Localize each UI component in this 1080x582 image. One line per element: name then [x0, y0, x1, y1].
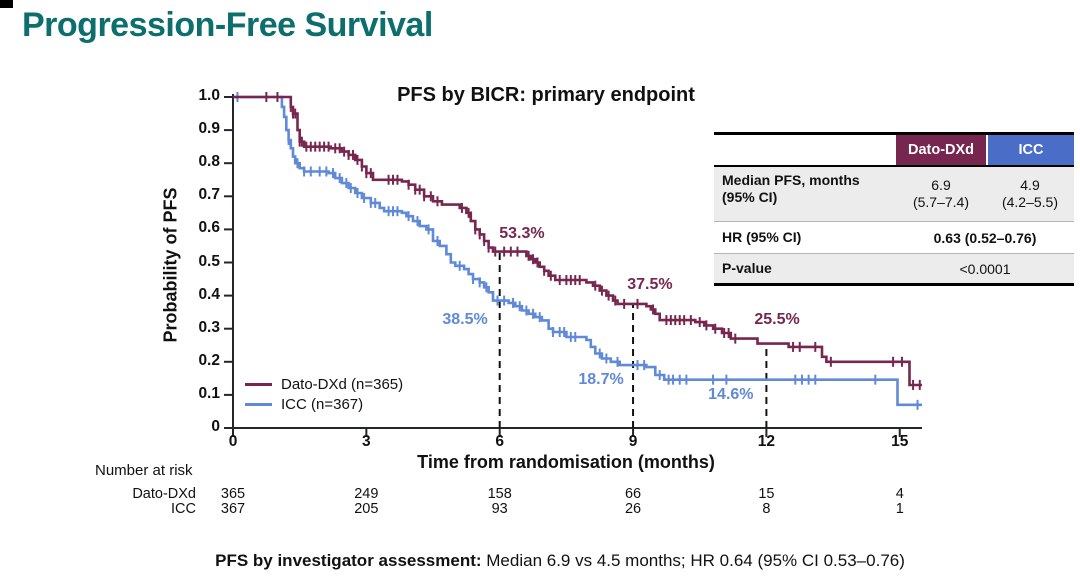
- y-tick-label: 0.3: [198, 318, 220, 336]
- landmark-label: 18.7%: [578, 371, 624, 388]
- risk-value: 365: [220, 486, 246, 502]
- risk-value: 93: [491, 501, 508, 517]
- median-pfs-label: Median PFS, months (95% CI): [722, 172, 860, 205]
- risk-value: 249: [354, 486, 379, 502]
- km-curve-dato: [233, 95, 922, 387]
- y-tick-label: 0.2: [198, 351, 220, 369]
- y-tick-label: 0.6: [198, 219, 220, 237]
- risk-value: 158: [487, 486, 512, 502]
- hr-value: 0.63 (0.52–0.76): [933, 229, 1037, 246]
- y-tick-label: 0: [211, 418, 220, 435]
- y-tick-label: 0.1: [198, 384, 220, 402]
- x-tick-label: 9: [628, 433, 638, 450]
- risk-value: 26: [624, 501, 642, 517]
- risk-value: 367: [220, 501, 246, 517]
- y-tick-label: 0.7: [198, 186, 220, 204]
- footnote-rest: Median 6.9 vs 4.5 months; HR 0.64 (95% C…: [481, 551, 905, 570]
- stats-row-pvalue: P-value <0.0001: [714, 253, 1074, 283]
- x-tick-label: 3: [362, 433, 371, 450]
- risk-value: 205: [354, 501, 379, 517]
- y-tick-label: 0.9: [198, 120, 220, 138]
- footnote-lead: PFS by investigator assessment:: [215, 551, 482, 570]
- risk-value: 66: [624, 486, 642, 502]
- x-tick-label: 0: [228, 433, 238, 450]
- risk-row-label-icc: ICC: [171, 501, 196, 517]
- landmark-label: 38.5%: [442, 311, 488, 329]
- corner-mark: [0, 0, 13, 8]
- risk-value: 15: [758, 486, 775, 502]
- y-tick-label: 1.0: [198, 87, 220, 104]
- median-pfs-icc-value: 4.9 (4.2–5.5): [1001, 177, 1059, 210]
- risk-row-label-dato: Dato-DXd: [132, 486, 196, 502]
- hr-label: HR (95% CI): [722, 229, 802, 245]
- landmark-label: 37.5%: [627, 276, 673, 293]
- stats-table-corner-cell: [714, 135, 896, 165]
- icc-line-swatch: [245, 402, 272, 406]
- dato-line-swatch: [245, 382, 272, 386]
- x-tick-label: 15: [891, 433, 909, 450]
- x-tick-label: 12: [757, 433, 776, 450]
- stats-row-hr: HR (95% CI) 0.63 (0.52–0.76): [714, 221, 1074, 253]
- stats-header-icc: ICC: [986, 135, 1074, 165]
- legend: Dato-DXd (n=365) ICC (n=367): [245, 374, 403, 414]
- number-at-risk-heading: Number at risk: [95, 462, 193, 479]
- pvalue-value: <0.0001: [959, 260, 1011, 277]
- risk-value: 1: [895, 501, 904, 517]
- landmark-label: 25.5%: [754, 311, 800, 329]
- median-pfs-dato-value: 6.9 (5.7–7.4): [912, 177, 970, 210]
- stats-header-dato: Dato-DXd: [896, 135, 986, 165]
- stats-table-header-row: Dato-DXd ICC: [714, 135, 1074, 167]
- y-tick-label: 0.4: [198, 285, 220, 303]
- legend-label-dato: Dato-DXd (n=365): [281, 375, 404, 393]
- landmark-label: 53.3%: [499, 225, 545, 243]
- stats-row-median: Median PFS, months (95% CI) 6.9 (5.7–7.4…: [714, 167, 1074, 221]
- y-tick-label: 0.8: [198, 153, 220, 171]
- x-tick-label: 6: [495, 433, 504, 450]
- x-axis-label: Time from randomisation (months): [417, 452, 715, 472]
- legend-label-icc: ICC (n=367): [281, 395, 364, 413]
- footnote: PFS by investigator assessment: Median 6…: [55, 551, 1065, 571]
- pvalue-label: P-value: [722, 260, 772, 276]
- chart-title: PFS by BICR: primary endpoint: [397, 84, 695, 106]
- risk-value: 8: [762, 501, 771, 517]
- legend-item-dato: Dato-DXd (n=365): [245, 374, 403, 394]
- legend-item-icc: ICC (n=367): [245, 394, 403, 414]
- risk-value: 4: [895, 486, 904, 502]
- page-title: Progression-Free Survival: [22, 6, 433, 44]
- y-tick-label: 0.5: [198, 252, 220, 270]
- stats-table: Dato-DXd ICC Median PFS, months (95% CI)…: [714, 132, 1074, 286]
- landmark-label: 14.6%: [708, 385, 754, 403]
